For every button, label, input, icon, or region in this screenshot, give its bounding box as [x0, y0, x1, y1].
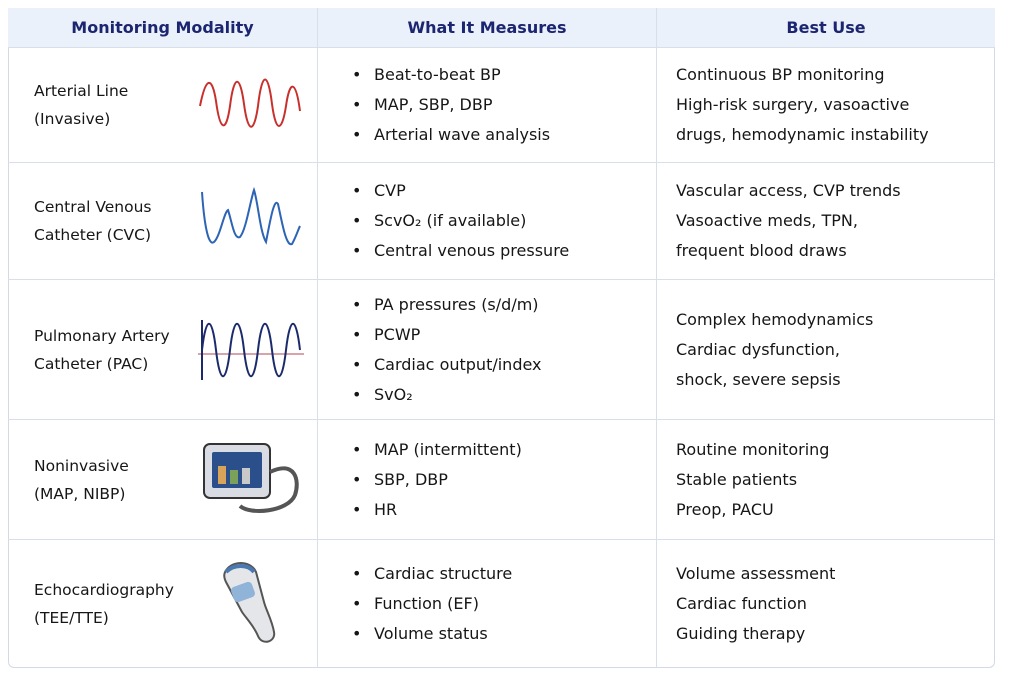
best-use-cell: Vascular access, CVP trends Vasoactive me… [657, 163, 995, 280]
modality-cell: Noninvasive (MAP, NIBP) [8, 420, 318, 540]
modality-cell: Echocardiography (TEE/TTE) [8, 540, 318, 668]
cell-line: Cardiac function [676, 594, 807, 613]
modality-cell: Pulmonary Artery Catheter (PAC) [8, 280, 318, 420]
header-cell: What It Measures [318, 8, 657, 48]
cell-line: Guiding therapy [676, 624, 806, 643]
bullet-item: PCWP [352, 320, 656, 350]
cell-line: Pulmonary Artery [34, 326, 170, 345]
cell-line: Noninvasive [34, 456, 129, 475]
best-use-cell: Routine monitoring Stable patients Preop, … [657, 420, 995, 540]
cell-line: drugs, hemodynamic instability [676, 125, 929, 144]
header-text: Best Use [786, 18, 866, 37]
cell-line: Stable patients [676, 469, 798, 489]
pac-waveform [198, 320, 304, 380]
cell-line: (MAP, NIBP) [34, 484, 126, 503]
cell-line: Routine monitoring [676, 439, 830, 459]
bullet-item: CVP [352, 176, 656, 206]
cell-line: Catheter (CVC) [34, 226, 152, 244]
cell-line: Vascular access, CVP trends [676, 181, 901, 200]
measures-cell: MAP (intermittent)SBP, DBPHR [318, 420, 657, 540]
cell-line: Volume assessment [676, 564, 836, 583]
bullet-item: MAP (intermittent) [352, 435, 656, 465]
cell-line: (Invasive) [34, 110, 111, 128]
bullet-item: Beat-to-beat BP [352, 60, 656, 90]
bullet-item: MAP, SBP, DBP [352, 90, 656, 120]
nibp-monitor-icon [203, 443, 299, 513]
arterial-waveform [199, 78, 301, 128]
bullet-item: Cardiac structure [352, 559, 656, 589]
cell-line: Echocardiography [34, 581, 174, 599]
bullet-item: ScvO₂ (if available) [352, 206, 656, 236]
bullet-item: Cardiac output/index [352, 350, 656, 380]
bullet-item: Volume status [352, 619, 656, 649]
measures-cell: Cardiac structureFunction (EF)Volume sta… [318, 540, 657, 668]
cvc-waveform [201, 186, 301, 246]
bullet-item: PA pressures (s/d/m) [352, 290, 656, 320]
echo-probe-icon [223, 562, 276, 643]
bullet-item: SBP, DBP [352, 465, 656, 495]
bullet-item: Arterial wave analysis [352, 120, 656, 150]
bullet-item: Central venous pressure [352, 236, 656, 266]
bullet-item: Function (EF) [352, 589, 656, 619]
cell-line: Preop, PACU [676, 499, 774, 519]
cell-line: shock, severe sepsis [676, 369, 841, 389]
cell-line: Vasoactive meds, TPN, [676, 211, 858, 230]
cell-line: High-risk surgery, vasoactive [676, 95, 910, 114]
cell-line: Central Venous [34, 198, 152, 216]
bullet-item: SvO₂ [352, 380, 656, 410]
cell-line: frequent blood draws [676, 241, 847, 260]
cell-line: Cardiac dysfunction, [676, 339, 840, 359]
measures-cell: PA pressures (s/d/m)PCWPCardiac output/i… [318, 280, 657, 420]
measures-cell: CVPScvO₂ (if available)Central venous pr… [318, 163, 657, 280]
header-text: Monitoring Modality [71, 18, 254, 37]
header-cell: Monitoring Modality [8, 8, 318, 48]
modality-cell: Central Venous Catheter (CVC) [8, 163, 318, 280]
cell-line: Continuous BP monitoring [676, 65, 885, 84]
best-use-cell: Continuous BP monitoring High-risk surger… [657, 48, 995, 163]
header-text: What It Measures [407, 18, 567, 37]
cell-line: Complex hemodynamics [676, 309, 874, 329]
modality-cell: Arterial Line (Invasive) [8, 48, 318, 163]
best-use-cell: Complex hemodynamics Cardiac dysfunction,… [657, 280, 995, 420]
header-cell: Best Use [657, 8, 995, 48]
measures-cell: Beat-to-beat BPMAP, SBP, DBPArterial wav… [318, 48, 657, 163]
cell-line: Catheter (PAC) [34, 354, 149, 373]
best-use-cell: Volume assessment Cardiac function Guiding… [657, 540, 995, 668]
cell-line: (TEE/TTE) [34, 609, 109, 627]
bullet-item: HR [352, 495, 656, 525]
cell-line: Arterial Line [34, 82, 129, 100]
